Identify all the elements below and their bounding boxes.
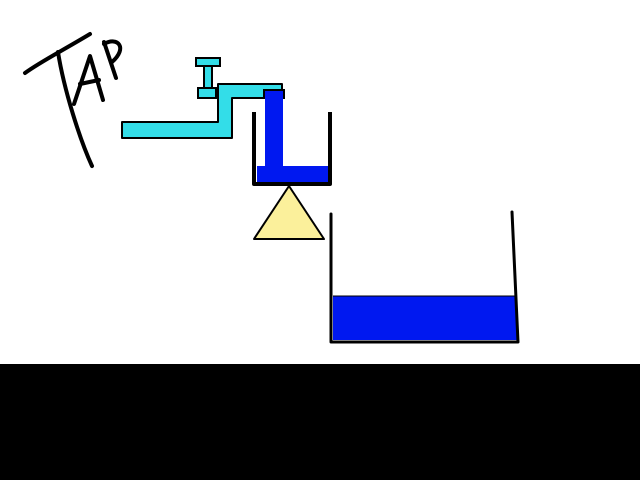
tap-spout <box>263 89 285 99</box>
big-tank <box>329 210 520 344</box>
ground-floor <box>0 364 640 480</box>
small-cup-water <box>257 166 328 182</box>
small-cup-outline <box>252 112 332 186</box>
pivot-triangle[interactable] <box>253 185 325 240</box>
small-cup <box>252 112 332 186</box>
game-scene <box>23 32 520 344</box>
water-stream <box>265 97 283 167</box>
tap-sign <box>23 32 123 168</box>
tap-valve-handle[interactable] <box>195 57 221 99</box>
big-tank-water <box>333 296 517 340</box>
big-tank-outline <box>329 210 520 344</box>
